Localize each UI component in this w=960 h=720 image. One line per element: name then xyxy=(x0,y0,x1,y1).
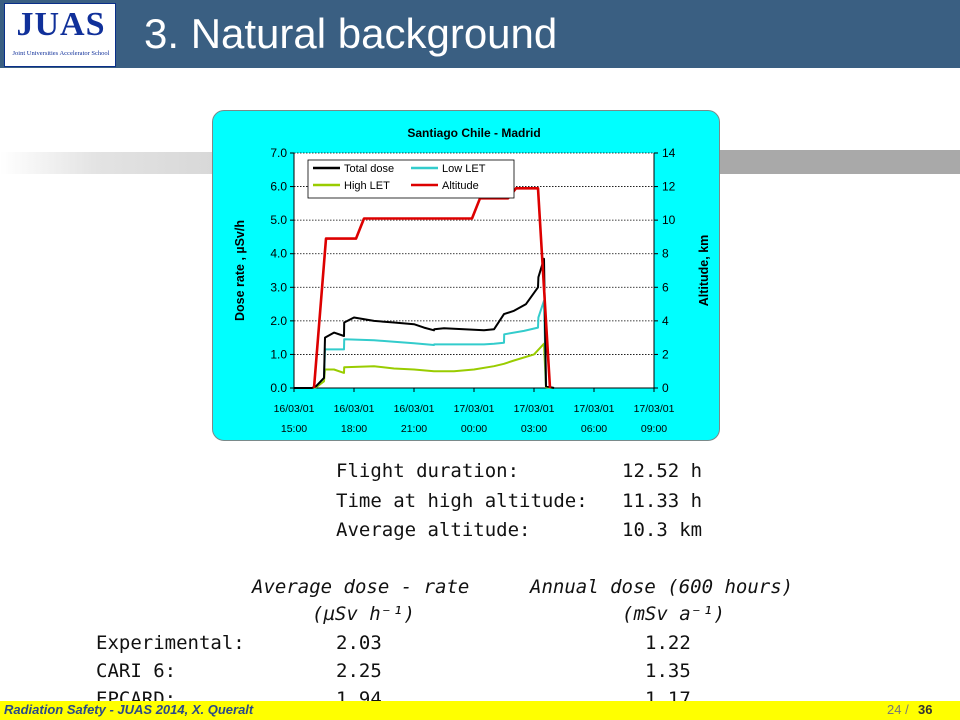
y2-tick-label: 4 xyxy=(662,314,669,328)
y-tick-label: 4.0 xyxy=(270,247,287,261)
decorative-band-right xyxy=(720,150,960,174)
rate-column-header: Average dose - rate xyxy=(252,576,470,598)
total-dose-series-line xyxy=(294,257,555,389)
juas-logo: JUAS Joint Universities Accelerator Scho… xyxy=(4,3,116,67)
y2-tick-label: 6 xyxy=(662,280,669,294)
y2-tick-label: 8 xyxy=(662,247,669,261)
decorative-band-left xyxy=(0,152,215,174)
legend-label: Total dose xyxy=(344,163,394,175)
legend-box xyxy=(307,159,515,199)
average-altitude-value: 10.3 km xyxy=(622,519,703,541)
page-number: 24 / xyxy=(887,702,909,717)
logo-subtext: Joint Universities Accelerator School xyxy=(12,50,110,57)
chart-panel: 0.0 1.0 2.0 3.0 4.0 5.0 6.0 7.0 0 2 4 6 8 10 12 14 16/03… xyxy=(212,110,720,441)
y-axis-label: Dose rate , µSv/h xyxy=(233,220,247,321)
x-tick-label: 00:00 xyxy=(461,423,487,435)
y-tick-label: 1.0 xyxy=(270,347,287,361)
y-tick-label: 0.0 xyxy=(270,381,287,395)
y2-tick-label: 10 xyxy=(662,213,676,227)
y-tick-label: 5.0 xyxy=(270,213,287,227)
annual-column-unit: (mSv a⁻¹) xyxy=(622,603,725,625)
page-total: 36 xyxy=(918,702,933,717)
time-high-altitude-label: Time at high altitude: xyxy=(336,490,588,512)
x-tick-label: 17/03/01 xyxy=(514,403,555,415)
x-tick-label: 16/03/01 xyxy=(334,403,375,415)
x-tick-label: 17/03/01 xyxy=(454,403,495,415)
table-row-rate: 2.25 xyxy=(336,660,382,682)
slide-title: 3. Natural background xyxy=(144,10,558,57)
title-bar xyxy=(0,0,960,68)
x-tick-label: 03:00 xyxy=(521,423,547,435)
x-tick-label: 09:00 xyxy=(641,423,667,435)
legend-label: Altitude xyxy=(442,180,479,192)
y-tick-label: 6.0 xyxy=(270,180,287,194)
dose-rate-chart: 0.0 1.0 2.0 3.0 4.0 5.0 6.0 7.0 0 2 4 6 8 10 12 14 16/03… xyxy=(233,126,711,435)
y-tick-label: 7.0 xyxy=(270,146,287,160)
y2-tick-label: 14 xyxy=(662,146,676,160)
y2-axis-label: Altitude, km xyxy=(697,235,711,307)
table-row-label: CARI 6: xyxy=(96,660,177,682)
x-tick-label: 17/03/01 xyxy=(574,403,615,415)
legend-label: Low LET xyxy=(442,163,486,175)
altitude-series-line xyxy=(312,187,552,389)
x-tick-label: 06:00 xyxy=(581,423,607,435)
time-high-altitude-value: 11.33 h xyxy=(622,490,703,512)
footer-bar xyxy=(0,701,960,720)
rate-column-unit: (µSv h⁻¹) xyxy=(312,603,415,625)
legend-label: High LET xyxy=(344,180,390,192)
annual-column-header: Annual dose (600 hours) xyxy=(530,576,794,598)
footer-text: Radiation Safety - JUAS 2014, X. Queralt xyxy=(4,702,254,717)
y-tick-label: 2.0 xyxy=(270,314,287,328)
x-tick-label: 16/03/01 xyxy=(274,403,315,415)
x-tick-label: 16/03/01 xyxy=(394,403,435,415)
chart-title: Santiago Chile - Madrid xyxy=(407,126,540,140)
y2-tick-label: 12 xyxy=(662,180,676,194)
table-row-annual: 1.35 xyxy=(645,660,691,682)
y2-tick-label: 2 xyxy=(662,347,669,361)
y-tick-label: 3.0 xyxy=(270,280,287,294)
x-tick-label: 15:00 xyxy=(281,423,307,435)
y2-tick-label: 0 xyxy=(662,381,669,395)
x-tick-label: 18:00 xyxy=(341,423,367,435)
x-tick-label: 17/03/01 xyxy=(634,403,675,415)
logo-text: JUAS xyxy=(16,6,106,43)
table-row-annual: 1.22 xyxy=(645,632,691,654)
table-row-label: Experimental: xyxy=(96,632,245,654)
average-altitude-label: Average altitude: xyxy=(336,519,531,541)
flight-duration-value: 12.52 h xyxy=(622,460,703,482)
x-tick-label: 21:00 xyxy=(401,423,427,435)
table-row-rate: 2.03 xyxy=(336,632,382,654)
flight-duration-label: Flight duration: xyxy=(336,460,520,482)
